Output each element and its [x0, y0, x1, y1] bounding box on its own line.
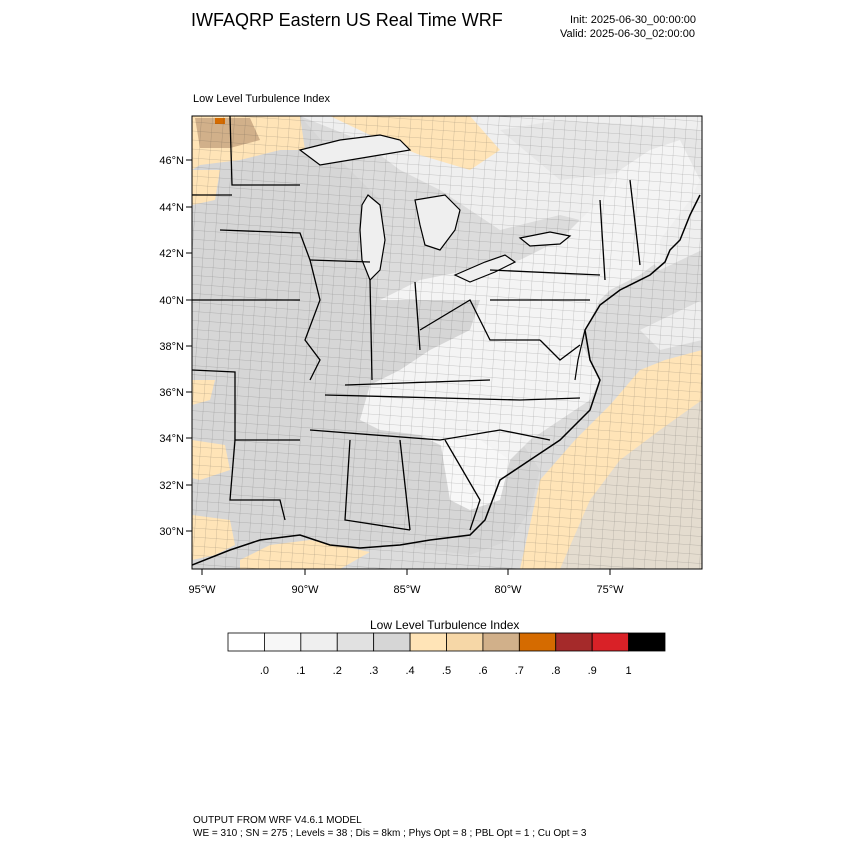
coastline	[192, 194, 701, 566]
chesapeake-bay	[574, 329, 586, 381]
model-info-line2: WE = 310 ; SN = 275 ; Levels = 38 ; Dis …	[193, 828, 587, 839]
colorbar-swatch	[518, 632, 557, 652]
lake-huron	[414, 194, 461, 251]
valid-time: Valid: 2025-06-30_02:00:00	[560, 28, 695, 40]
map-plot-area	[192, 116, 702, 569]
lon-tick-label: 85°W	[393, 584, 421, 596]
colorbar-swatch	[555, 632, 593, 652]
lat-tick-label: 44°N	[159, 202, 184, 214]
colorbar-tick-label: .6	[478, 665, 487, 677]
lon-tick-label: 80°W	[494, 584, 522, 596]
colorbar-tick-label: .8	[551, 665, 560, 677]
state-boundaries	[192, 116, 641, 531]
field-label: Low Level Turbulence Index	[193, 93, 330, 105]
colorbar-tick-label: 1	[626, 665, 632, 677]
lake-erie	[453, 254, 517, 283]
lat-tick-label: 36°N	[159, 387, 184, 399]
lat-tick-label: 38°N	[159, 341, 184, 353]
colorbar-swatch	[336, 632, 375, 652]
lon-tick-label: 75°W	[596, 584, 624, 596]
colorbar-tick-label: .5	[442, 665, 451, 677]
colorbar-swatch	[373, 632, 411, 652]
colorbar-tick-label: .2	[333, 665, 342, 677]
lon-tick-label: 90°W	[291, 584, 319, 596]
colorbar-tick-label: .7	[515, 665, 524, 677]
colorbar-tick-label: .0	[260, 665, 269, 677]
map-frame	[191, 115, 703, 570]
init-time: Init: 2025-06-30_00:00:00	[570, 14, 696, 26]
lat-tick-label: 34°N	[159, 433, 184, 445]
longitude-axis: 95°W 90°W 85°W 80°W 75°W	[188, 569, 624, 596]
colorbar-title: Low Level Turbulence Index	[370, 618, 520, 632]
colorbar-swatch	[446, 632, 484, 652]
colorbar-tick-label: .1	[296, 665, 305, 677]
colorbar-swatch	[264, 632, 302, 652]
colorbar-swatch	[591, 632, 629, 652]
colorbar: .0 .1 .2 .3 .4 .5 .6 .7 .8 .9 1	[227, 632, 666, 677]
colorbar-swatch	[482, 632, 520, 652]
colorbar-swatch	[409, 632, 447, 652]
lat-tick-label: 42°N	[159, 248, 184, 260]
colorbar-swatch	[300, 632, 338, 652]
latitude-axis: 46°N 44°N 42°N 40°N 38°N 36°N 34°N 32°N 30°N	[159, 155, 192, 538]
lat-tick-label: 40°N	[159, 295, 184, 307]
colorbar-tick-label: .3	[369, 665, 378, 677]
page-title: IWFAQRP Eastern US Real Time WRF	[191, 10, 503, 30]
county-boundaries	[192, 116, 702, 569]
colorbar-tick-label: .9	[588, 665, 597, 677]
colorbar-swatch	[628, 632, 666, 652]
lat-tick-label: 32°N	[159, 480, 184, 492]
model-info-line1: OUTPUT FROM WRF V4.6.1 MODEL	[193, 815, 362, 826]
lon-tick-label: 95°W	[188, 584, 216, 596]
lake-superior	[298, 134, 412, 166]
lat-tick-label: 30°N	[159, 526, 184, 538]
lat-tick-label: 46°N	[159, 155, 184, 167]
lake-ontario	[518, 231, 572, 247]
colorbar-tick-label: .4	[405, 665, 414, 677]
colorbar-swatch	[227, 632, 265, 652]
